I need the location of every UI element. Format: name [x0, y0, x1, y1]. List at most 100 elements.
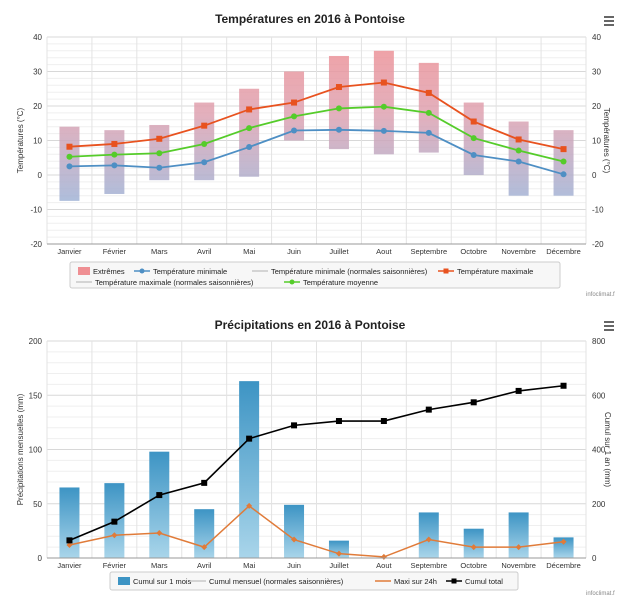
series-point	[156, 135, 163, 142]
legend-label: Température maximale	[457, 267, 533, 276]
cumul-total-point	[291, 422, 298, 429]
legend-label: Maxi sur 24h	[394, 577, 437, 586]
series-point	[291, 113, 298, 120]
series-point	[560, 146, 567, 153]
chart-credit: infoclimat.f	[586, 292, 615, 298]
y-tick-label-right: 0	[592, 554, 597, 563]
legend-label: Température moyenne	[303, 278, 378, 287]
monthly-precip-bar	[149, 451, 170, 558]
cumul-total-point	[425, 406, 432, 413]
max24h-point	[156, 530, 163, 537]
monthly-precip-bar	[239, 381, 260, 558]
y-tick-label-left: -20	[30, 240, 42, 249]
x-tick-label: Septembre	[410, 561, 447, 570]
max24h-point	[425, 536, 432, 543]
x-tick-label: Octobre	[460, 247, 487, 256]
x-tick-label: Mai	[243, 561, 255, 570]
precipitation-chart-svg: 0 50 100 150 200 0 200 400 600 800 Janvier Février M…	[16, 318, 612, 591]
series-point	[380, 103, 387, 110]
series-point	[201, 122, 208, 129]
series-point	[66, 163, 73, 170]
legend-box	[69, 261, 561, 289]
legend-label: Température minimale (normales saisonniè…	[271, 267, 428, 276]
monthly-precip-bar	[418, 512, 439, 558]
y-tick-label-right: -10	[592, 206, 604, 215]
chart-menu-icon[interactable]	[604, 321, 614, 331]
series-point	[470, 118, 477, 125]
x-tick-label: Mai	[243, 247, 255, 256]
y-tick-label-right: 200	[592, 500, 606, 509]
legend-symbol-cumul-dot	[451, 578, 457, 584]
y-tick-label-right: 600	[592, 391, 606, 400]
series-point	[111, 162, 118, 169]
legend-label: Température maximale (normales saisonniè…	[95, 278, 254, 287]
x-tick-label: Juin	[287, 247, 301, 256]
chart-menu-icon[interactable]	[604, 16, 614, 26]
series-point	[380, 127, 387, 134]
legend-label: Cumul total	[465, 577, 503, 586]
x-tick-label: Janvier	[57, 561, 82, 570]
series-point	[246, 106, 253, 113]
legend-label: Cumul sur 1 mois	[133, 577, 192, 586]
max24h-line	[69, 504, 564, 558]
x-tick-label: Mars	[151, 561, 168, 570]
y-tick-label-left: 10	[33, 137, 42, 146]
x-tick-label: Septembre	[410, 247, 447, 256]
y-tick-label-right: 10	[592, 137, 601, 146]
monthly-precip-bar	[463, 528, 484, 558]
cumul-total-point	[380, 418, 387, 425]
y-tick-label-left: 100	[29, 446, 43, 455]
cumul-total-point	[560, 382, 567, 389]
series-point	[291, 99, 298, 106]
series-point	[291, 127, 298, 134]
series-point	[246, 144, 253, 151]
series-line	[69, 128, 564, 176]
monthly-precip-bar	[59, 487, 80, 558]
max24h-point	[201, 544, 208, 551]
cumul-total-point	[111, 518, 118, 525]
series-point	[470, 135, 477, 142]
legend-symbol-max-dot	[443, 268, 449, 274]
extremes-bar	[239, 88, 260, 177]
cumul-total-line	[69, 384, 564, 542]
max24h-point	[335, 550, 342, 557]
x-tick-label: Décembre	[546, 561, 581, 570]
y-tick-label-right: 800	[592, 337, 606, 346]
legend-symbol-monthly	[118, 577, 130, 585]
series-point	[560, 158, 567, 165]
x-tick-label: Octobre	[460, 561, 487, 570]
y-tick-label-left: 40	[33, 33, 42, 42]
y-tick-label-left: 50	[33, 500, 42, 509]
cumul-total-point	[335, 418, 342, 425]
y-tick-label-left: 30	[33, 68, 42, 77]
x-tick-label: Février	[103, 561, 127, 570]
series-point	[335, 126, 342, 133]
series-line	[69, 105, 564, 163]
extremes-bar	[373, 50, 394, 155]
legend-symbol-mean-dot	[289, 279, 295, 285]
y-tick-label-right: 0	[592, 171, 597, 180]
legend-symbol-extremes	[78, 267, 90, 275]
legend-label: Température minimale	[153, 267, 227, 276]
max24h-point	[470, 544, 477, 551]
cumul-total-point	[246, 435, 253, 442]
x-tick-label: Juillet	[329, 561, 349, 570]
x-tick-label: Avril	[197, 561, 212, 570]
series-point	[425, 89, 432, 96]
cumul-total-point	[201, 479, 208, 486]
series-point	[470, 151, 477, 158]
y-axis-label-left: Températures (°C)	[16, 107, 25, 173]
max24h-point	[560, 538, 567, 545]
y-tick-label-left: 150	[29, 391, 43, 400]
extremes-bar	[104, 130, 125, 194]
legend-label: Extrêmes	[93, 267, 125, 276]
x-tick-label: Juillet	[329, 247, 349, 256]
x-tick-label: Février	[103, 247, 127, 256]
chart-title: Températures en 2016 à Pontoise	[215, 12, 405, 26]
max24h-point	[111, 532, 118, 539]
legend-box	[109, 571, 519, 591]
legend-label: Cumul mensuel (normales saisonnières)	[209, 577, 344, 586]
max24h-point	[291, 536, 298, 543]
monthly-precip-bar	[284, 504, 305, 558]
series-point	[335, 105, 342, 112]
